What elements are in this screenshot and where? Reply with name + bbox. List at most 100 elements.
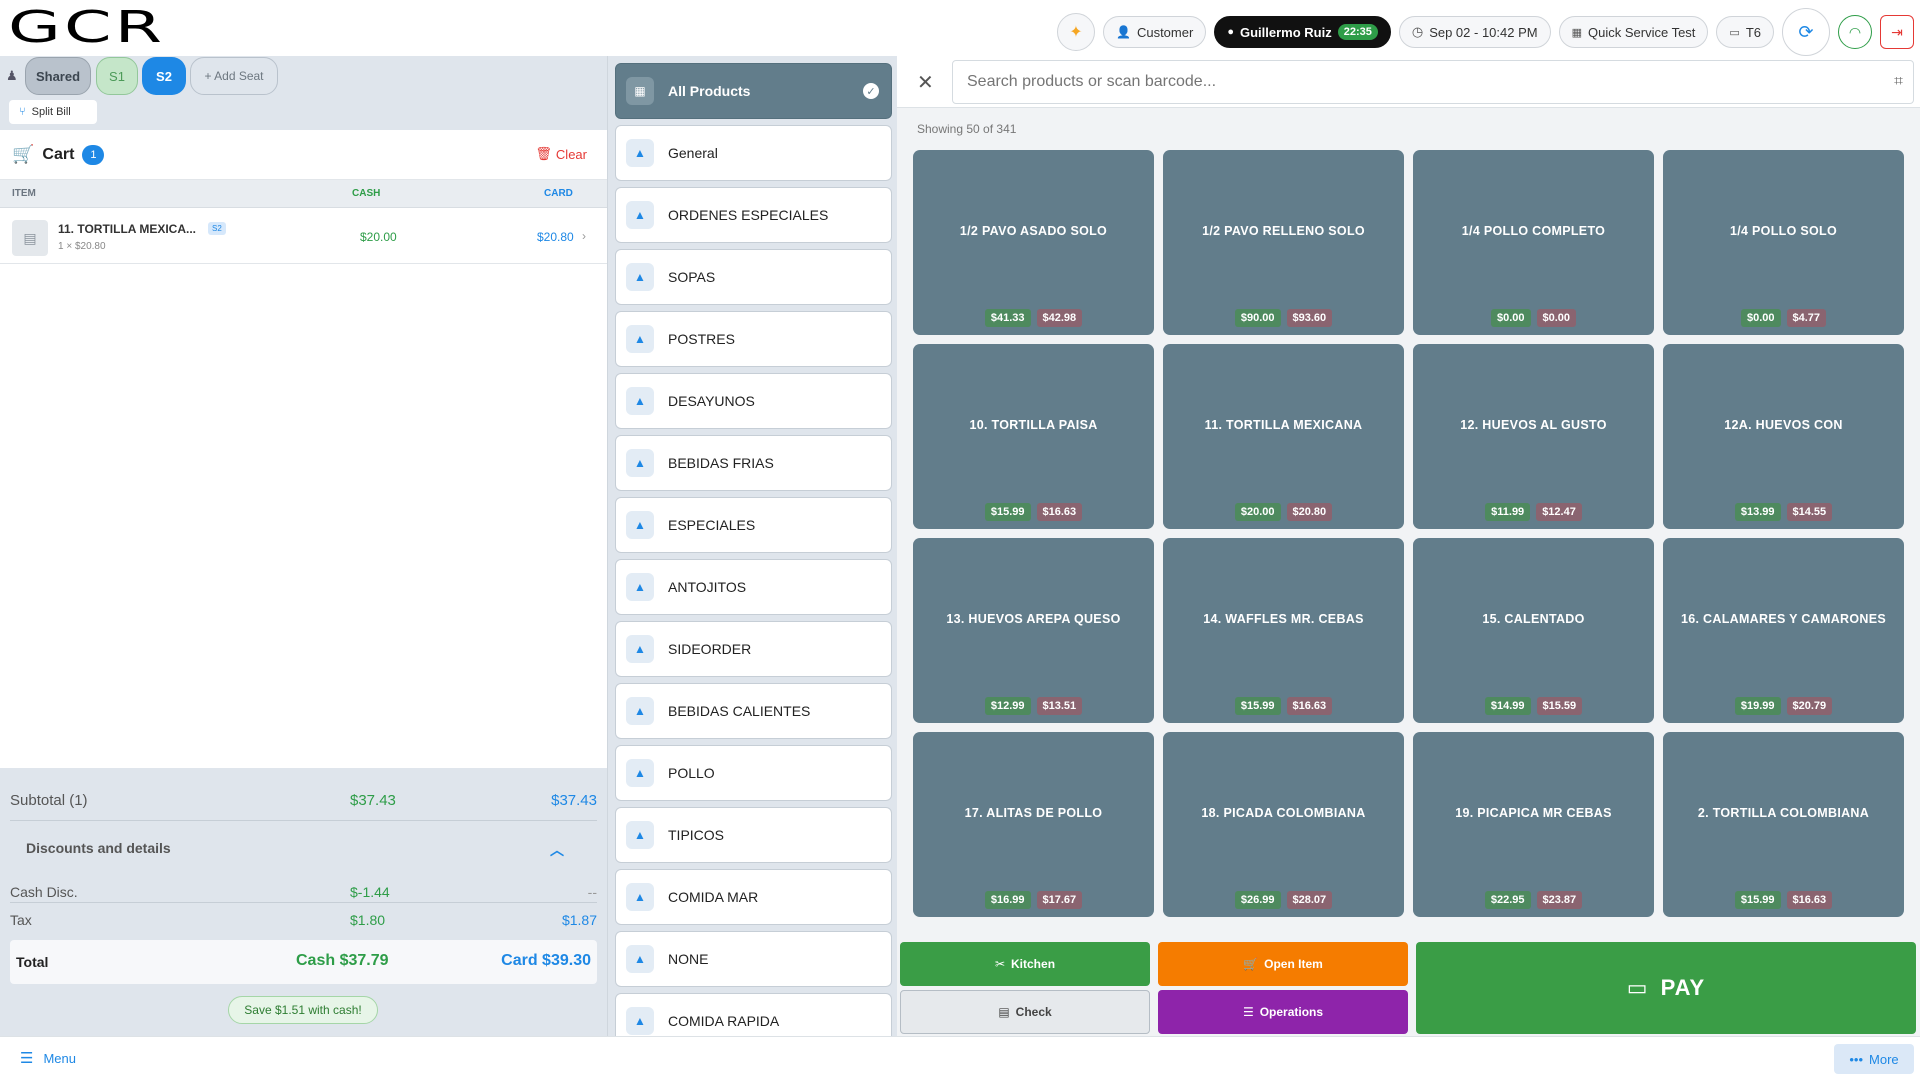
product-prices: $20.00 $20.80	[1163, 503, 1404, 521]
product-card-price: $20.80	[1286, 503, 1333, 521]
pay-label: PAY	[1660, 975, 1706, 1000]
hamburger-icon: ☰	[20, 1050, 34, 1067]
product-tile[interactable]: 12A. HUEVOS CON $13.99 $14.55	[1663, 344, 1904, 529]
operations-button[interactable]: ☰ Operations	[1158, 990, 1408, 1034]
seat-s2-button[interactable]: S2	[142, 57, 186, 95]
product-tile[interactable]: 13. HUEVOS AREPA QUESO $12.99 $13.51	[913, 538, 1154, 723]
add-seat-button[interactable]: + Add Seat	[190, 57, 278, 95]
category-item[interactable]: ▲ TIPICOS	[615, 807, 892, 863]
product-cash-price: $14.99	[1484, 697, 1531, 715]
product-tile[interactable]: 2. TORTILLA COLOMBIANA $15.99 $16.63	[1663, 732, 1904, 917]
check-button[interactable]: ▤ Check	[900, 990, 1150, 1034]
product-tile[interactable]: 1/2 PAVO RELLENO SOLO $90.00 $93.60	[1163, 150, 1404, 335]
grid-icon: ▦	[626, 77, 654, 105]
product-name: 12. HUEVOS AL GUSTO	[1460, 418, 1607, 432]
category-item[interactable]: ▲ SIDEORDER	[615, 621, 892, 677]
customer-button[interactable]: 👤 Customer	[1103, 16, 1207, 48]
product-name: 1/4 POLLO SOLO	[1730, 224, 1837, 238]
product-tile[interactable]: 15. CALENTADO $14.99 $15.59	[1413, 538, 1654, 723]
category-item[interactable]: ▲ ESPECIALES	[615, 497, 892, 553]
operations-label: Operations	[1259, 1005, 1324, 1019]
category-item[interactable]: ▲ NONE	[615, 931, 892, 987]
category-item[interactable]: ▲ COMIDA RAPIDA	[615, 993, 892, 1036]
category-item[interactable]: ▲ POLLO	[615, 745, 892, 801]
product-name: 15. CALENTADO	[1482, 612, 1585, 626]
category-item[interactable]: ▲ BEBIDAS CALIENTES	[615, 683, 892, 739]
logout-button[interactable]: ⇥	[1880, 15, 1914, 49]
kitchen-label: Kitchen	[1011, 957, 1056, 971]
open-item-button[interactable]: 🛒 Open Item	[1158, 942, 1408, 986]
category-label: BEBIDAS FRIAS	[668, 455, 774, 471]
category-item[interactable]: ▲ ANTOJITOS	[615, 559, 892, 615]
divider	[10, 820, 597, 821]
clear-cart-button[interactable]: 🗑 Clear	[535, 146, 587, 162]
product-tile[interactable]: 18. PICADA COLOMBIANA $26.99 $28.07	[1163, 732, 1404, 917]
product-card-price: $13.51	[1036, 697, 1083, 715]
product-tile[interactable]: 1/4 POLLO SOLO $0.00 $4.77	[1663, 150, 1904, 335]
order-panel: ♟ Shared S1 S2 + Add Seat ⑂ Split Bill 🛒…	[0, 56, 607, 1036]
product-tile[interactable]: 1/2 PAVO ASADO SOLO $41.33 $42.98	[913, 150, 1154, 335]
product-tile[interactable]: 1/4 POLLO COMPLETO $0.00 $0.00	[1413, 150, 1654, 335]
product-tile[interactable]: 14. WAFFLES MR. CEBAS $15.99 $16.63	[1163, 538, 1404, 723]
add-person-icon: 👤	[1116, 25, 1131, 39]
datetime-button[interactable]: ◷ Sep 02 - 10:42 PM	[1398, 16, 1551, 48]
product-tile[interactable]: 17. ALITAS DE POLLO $16.99 $17.67	[913, 732, 1154, 917]
wifi-status-button[interactable]: ◠	[1838, 15, 1872, 49]
col-item: ITEM	[12, 188, 36, 199]
discounts-toggle[interactable]: Discounts and details ︿	[10, 840, 597, 858]
sync-button[interactable]: ⟳	[1782, 8, 1830, 56]
total-cash: Cash $37.79	[296, 952, 389, 969]
product-cash-price: $11.99	[1485, 503, 1531, 521]
category-label: SIDEORDER	[668, 641, 752, 657]
product-name: 19. PICAPICA MR CEBAS	[1455, 806, 1612, 820]
product-cash-price: $15.99	[1234, 697, 1281, 715]
cash-disc-card: --	[587, 884, 597, 900]
barcode-scan-icon[interactable]: ⌗	[1893, 73, 1903, 90]
cart: 🛒 Cart 1 🗑 Clear ITEM CASH CARD ▤ 11. TO…	[0, 130, 607, 768]
product-prices: $0.00 $4.77	[1663, 309, 1904, 327]
more-label: More	[1869, 1051, 1899, 1067]
totals-panel: Subtotal (1) $37.43 $37.43 Discounts and…	[0, 768, 607, 1036]
more-button[interactable]: ••• More	[1834, 1044, 1914, 1074]
product-name: 13. HUEVOS AREPA QUESO	[946, 612, 1121, 626]
category-item[interactable]: ▲ SOPAS	[615, 249, 892, 305]
cart-item-seat-badge: S2	[208, 222, 226, 235]
product-tile[interactable]: 16. CALAMARES Y CAMARONES $19.99 $20.79	[1663, 538, 1904, 723]
product-tile[interactable]: 11. TORTILLA MEXICANA $20.00 $20.80	[1163, 344, 1404, 529]
category-item[interactable]: ▲ COMIDA MAR	[615, 869, 892, 925]
category-label: ORDENES ESPECIALES	[668, 207, 829, 223]
cart-item-qty: 1 × $20.80	[58, 241, 106, 252]
cart-row[interactable]: ▤ 11. TORTILLA MEXICA... S2 1 × $20.80 $…	[0, 208, 607, 264]
pay-button[interactable]: ▭ PAY	[1416, 942, 1916, 1034]
split-bill-button[interactable]: ⑂ Split Bill	[9, 100, 97, 124]
product-prices: $14.99 $15.59	[1413, 697, 1654, 715]
product-name: 10. TORTILLA PAISA	[969, 418, 1098, 432]
product-card-price: $4.77	[1786, 309, 1827, 327]
menu-button[interactable]: ☰ Menu	[20, 1049, 76, 1067]
product-prices: $22.95 $23.87	[1413, 891, 1654, 909]
category-item[interactable]: ▲ POSTRES	[615, 311, 892, 367]
cart-add-icon: 🛒	[1243, 957, 1259, 971]
product-card-price: $16.63	[1786, 891, 1833, 909]
total-label: Total	[16, 954, 49, 970]
category-all-products[interactable]: ▦ All Products ✓	[615, 63, 892, 119]
store-button[interactable]: ▦ Quick Service Test	[1558, 16, 1709, 48]
tax-label: Tax	[10, 912, 32, 928]
category-item[interactable]: ▲ DESAYUNOS	[615, 373, 892, 429]
seat-shared-button[interactable]: Shared	[25, 57, 91, 95]
category-item[interactable]: ▲ General	[615, 125, 892, 181]
product-tile[interactable]: 12. HUEVOS AL GUSTO $11.99 $12.47	[1413, 344, 1654, 529]
user-button[interactable]: ● Guillermo Ruiz 22:35	[1214, 16, 1391, 48]
terminal-button[interactable]: ▭ T6	[1716, 16, 1774, 48]
product-tile[interactable]: 19. PICAPICA MR CEBAS $22.95 $23.87	[1413, 732, 1654, 917]
category-item[interactable]: ▲ BEBIDAS FRIAS	[615, 435, 892, 491]
search-input[interactable]	[953, 61, 1853, 103]
product-tile[interactable]: 10. TORTILLA PAISA $15.99 $16.63	[913, 344, 1154, 529]
category-item[interactable]: ▲ ORDENES ESPECIALES	[615, 187, 892, 243]
cart-icon: 🛒	[12, 144, 35, 164]
seat-s1-button[interactable]: S1	[96, 57, 138, 95]
close-icon[interactable]: ✕	[917, 72, 934, 94]
ai-assist-button[interactable]: ✦	[1057, 13, 1095, 51]
kitchen-button[interactable]: ✂ Kitchen	[900, 942, 1150, 986]
chevron-up-icon: ︿	[550, 842, 564, 858]
